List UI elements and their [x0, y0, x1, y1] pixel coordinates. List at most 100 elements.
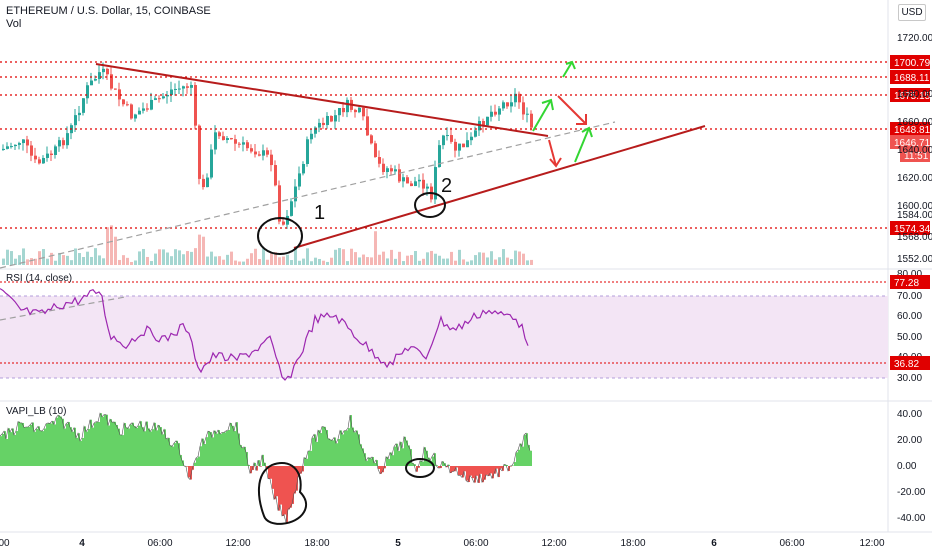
- vapi-bar: [308, 450, 310, 466]
- candle-body: [470, 136, 473, 141]
- vapi-bar: [326, 430, 328, 466]
- candle-body: [198, 125, 201, 179]
- candle-body: [526, 113, 529, 115]
- trendline-dashed[interactable]: [0, 121, 616, 269]
- price-axis[interactable]: 1720.00 1680.00 1660.00 1640.00 1620.00 1600.…: [897, 33, 932, 265]
- volume-bar: [54, 260, 57, 265]
- candle-body: [450, 135, 453, 142]
- volume-bar: [206, 256, 209, 265]
- rsi-tick-label: 80.00: [897, 269, 922, 280]
- vapi-bar: [116, 424, 118, 466]
- trendline-lower[interactable]: [293, 125, 706, 249]
- vapi-bar: [478, 466, 480, 483]
- vapi-bar: [78, 433, 80, 466]
- vapi-bar: [294, 466, 296, 494]
- time-tick-label: 06:00: [147, 538, 172, 549]
- vapi-bar: [192, 466, 194, 470]
- candle-body: [258, 154, 261, 156]
- arrow-up-icon[interactable]: [562, 60, 576, 78]
- vapi-bar: [370, 458, 372, 466]
- candle-body: [246, 142, 249, 149]
- volume-bar: [58, 252, 61, 265]
- vapi-bar: [224, 432, 226, 466]
- vapi-axis[interactable]: 40.00 20.00 0.00 -20.00 -40.00: [897, 409, 926, 524]
- candle-body: [378, 157, 381, 164]
- volume-bar: [494, 259, 497, 265]
- volume-bar: [486, 257, 489, 265]
- candle-body: [342, 108, 345, 113]
- trendline-upper[interactable]: [95, 63, 549, 137]
- vapi-bar: [466, 466, 468, 481]
- volume-label: Vol: [6, 18, 22, 30]
- vapi-bar: [96, 421, 98, 466]
- vapi-bar: [522, 446, 524, 466]
- volume-bar: [274, 252, 277, 265]
- vapi-bar: [250, 466, 252, 474]
- time-tick-label: 12:00: [859, 538, 884, 549]
- candle-body: [150, 99, 153, 110]
- circle-marker-4[interactable]: [258, 462, 308, 525]
- vapi-bar: [228, 429, 230, 466]
- price-level-tag: [890, 55, 930, 69]
- candle-body: [266, 150, 269, 155]
- volume-bar: [186, 251, 189, 265]
- vapi-bar: [218, 430, 220, 466]
- time-axis[interactable]: 00 4 06:00 12:00 18:00 5 06:00 12:00 18:00 6 06:00…: [0, 538, 885, 549]
- volume-bar: [310, 261, 313, 265]
- rsi-upper-tag: [890, 275, 930, 289]
- vapi-bar: [448, 464, 450, 466]
- vapi-bar: [212, 437, 214, 466]
- volume-bar: [134, 260, 137, 265]
- vapi-bar: [432, 456, 434, 466]
- volume-bar: [510, 259, 513, 265]
- arrow-up-icon[interactable]: [574, 126, 593, 163]
- candle-body: [238, 143, 241, 145]
- volume-bar: [446, 258, 449, 265]
- candle-body: [102, 68, 105, 73]
- candle-body: [514, 93, 517, 103]
- vapi-bar: [518, 449, 520, 466]
- vapi-bar: [524, 434, 526, 466]
- vapi-bar: [6, 438, 8, 466]
- vapi-bar: [156, 430, 158, 466]
- vapi-bar: [350, 415, 352, 466]
- vapi-bar: [154, 422, 156, 466]
- vapi-histogram: [0, 412, 532, 523]
- vapi-bar: [354, 432, 356, 466]
- candle-body: [386, 168, 389, 173]
- time-tick-label: 18:00: [304, 538, 329, 549]
- candle-body: [330, 116, 333, 122]
- circle-marker-3[interactable]: [405, 458, 435, 478]
- vapi-bar: [146, 421, 148, 466]
- volume-bar: [450, 251, 453, 265]
- candle-body: [482, 121, 485, 126]
- candle-body: [394, 169, 397, 172]
- vapi-bar: [74, 427, 76, 466]
- candle-body: [442, 135, 445, 146]
- arrow-down-right-icon[interactable]: [557, 95, 587, 125]
- volume-bar: [278, 257, 281, 265]
- vapi-bar: [382, 466, 384, 473]
- volume-bar: [78, 253, 81, 265]
- vapi-bar: [62, 418, 64, 466]
- vapi-bar: [418, 466, 420, 468]
- volume-bar: [466, 261, 469, 265]
- vapi-bar: [10, 432, 12, 466]
- price-tick-label: 1620.00: [897, 173, 932, 184]
- volume-bar: [326, 261, 329, 265]
- rsi-tick-label: 60.00: [897, 311, 922, 322]
- candle-body: [458, 143, 461, 151]
- vapi-bar: [166, 438, 168, 466]
- vapi-bar: [342, 434, 344, 466]
- circle-marker-1[interactable]: [257, 217, 303, 255]
- arrow-up-icon[interactable]: [532, 98, 554, 132]
- currency-button[interactable]: USD: [898, 4, 926, 21]
- volume-bar: [106, 227, 109, 265]
- volume-bar: [198, 234, 201, 265]
- arrow-down-icon[interactable]: [548, 139, 562, 168]
- vapi-bar: [280, 466, 282, 505]
- circle-marker-2[interactable]: [414, 192, 446, 218]
- candle-body: [118, 89, 121, 100]
